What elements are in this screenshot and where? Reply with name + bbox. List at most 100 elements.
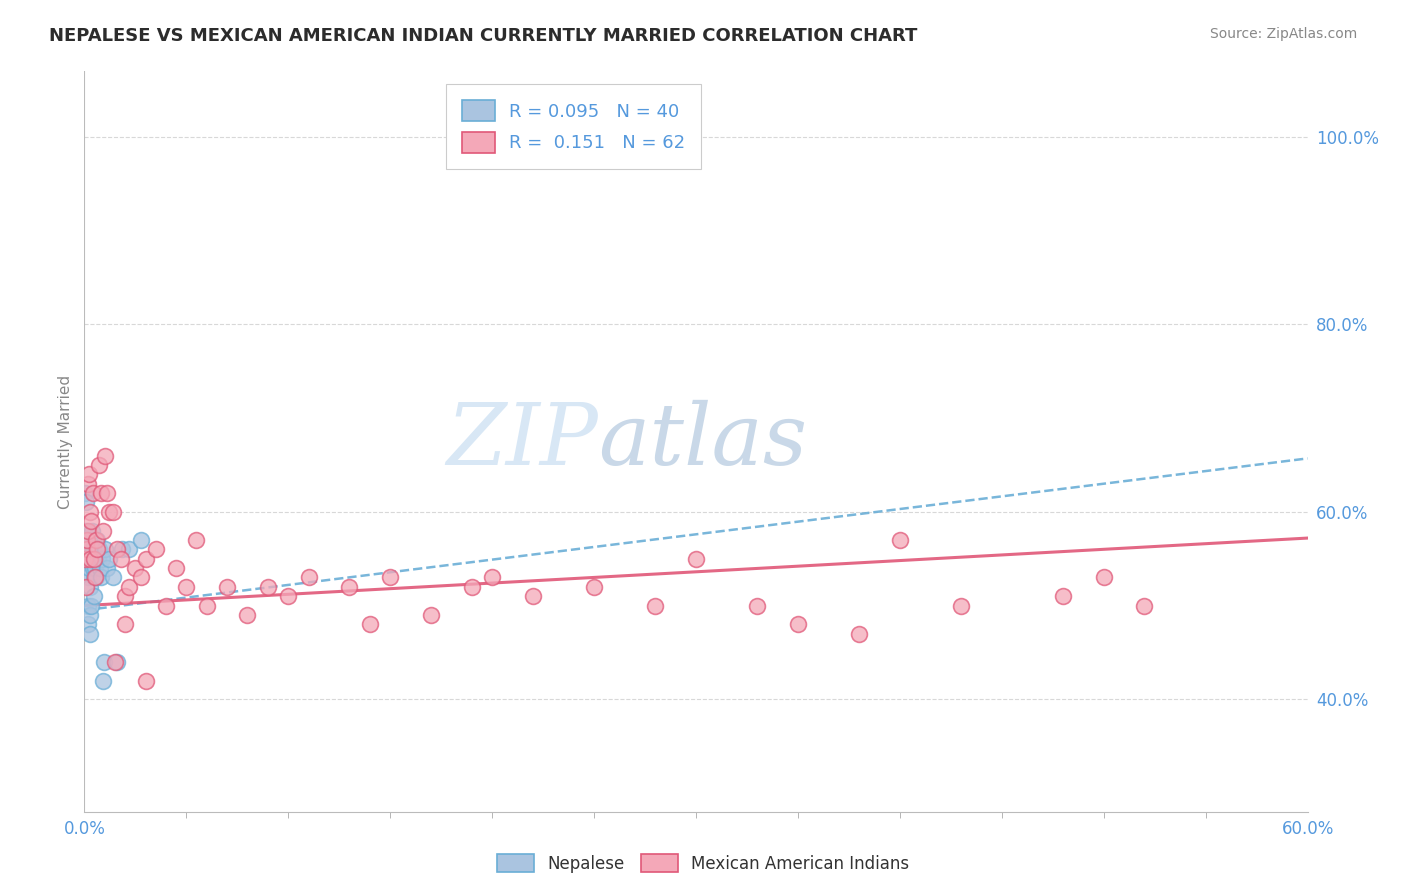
Point [145, 542, 167, 557]
Point [76, 551, 98, 566]
Point [257, 580, 280, 594]
Point [101, 570, 124, 584]
Point [76, 542, 98, 557]
Y-axis label: Currently Married: Currently Married [58, 375, 73, 508]
Point [105, 655, 128, 669]
Point [83, 570, 105, 584]
Point [86, 542, 108, 557]
Point [77, 599, 100, 613]
Point [217, 580, 239, 594]
Point [79, 467, 101, 482]
Point [747, 599, 769, 613]
Point [583, 580, 606, 594]
Point [83, 589, 105, 603]
Text: atlas: atlas [598, 401, 807, 483]
Point [114, 617, 136, 632]
Text: ZIP: ZIP [446, 401, 598, 483]
Point [135, 673, 157, 688]
Point [420, 607, 443, 622]
Point [298, 570, 321, 584]
Point [76, 570, 98, 584]
Point [644, 599, 666, 613]
Point [90, 486, 112, 500]
Point [91, 524, 114, 538]
Point [86, 533, 108, 547]
Point [277, 589, 299, 603]
Point [97, 505, 120, 519]
Point [77, 524, 100, 538]
Point [135, 551, 157, 566]
Point [101, 505, 124, 519]
Point [77, 533, 100, 547]
Point [118, 542, 141, 557]
Point [79, 580, 101, 594]
Point [1052, 589, 1074, 603]
Point [80, 551, 103, 566]
Point [84, 533, 107, 547]
Point [82, 486, 104, 500]
Point [76, 542, 98, 557]
Point [75, 580, 97, 594]
Point [90, 570, 112, 584]
Point [87, 542, 110, 557]
Point [97, 551, 120, 566]
Text: NEPALESE VS MEXICAN AMERICAN INDIAN CURRENTLY MARRIED CORRELATION CHART: NEPALESE VS MEXICAN AMERICAN INDIAN CURR… [49, 27, 918, 45]
Point [90, 551, 112, 566]
Point [124, 561, 146, 575]
Point [848, 626, 870, 640]
Point [461, 580, 484, 594]
Point [91, 673, 114, 688]
Point [77, 617, 100, 632]
Point [87, 458, 110, 472]
Point [685, 551, 707, 566]
Point [131, 570, 153, 584]
Legend: R = 0.095   N = 40, R =  0.151   N = 62: R = 0.095 N = 40, R = 0.151 N = 62 [446, 84, 702, 169]
Point [93, 542, 115, 557]
Point [96, 486, 118, 500]
Point [77, 476, 100, 491]
Point [889, 533, 911, 547]
Point [79, 505, 101, 519]
Point [96, 561, 118, 575]
Point [79, 626, 101, 640]
Point [82, 561, 104, 575]
Legend: Nepalese, Mexican American Indians: Nepalese, Mexican American Indians [491, 847, 915, 880]
Point [82, 542, 104, 557]
Point [84, 542, 107, 557]
Point [174, 580, 197, 594]
Point [79, 551, 101, 566]
Point [186, 533, 208, 547]
Point [1133, 599, 1156, 613]
Point [685, 823, 707, 838]
Point [86, 551, 108, 566]
Point [950, 599, 973, 613]
Point [83, 551, 105, 566]
Point [75, 495, 97, 509]
Point [79, 607, 101, 622]
Point [236, 607, 259, 622]
Point [380, 570, 402, 584]
Point [77, 561, 100, 575]
Point [165, 561, 187, 575]
Point [80, 514, 103, 528]
Point [131, 533, 153, 547]
Point [522, 589, 544, 603]
Point [114, 589, 136, 603]
Point [481, 570, 503, 584]
Point [80, 599, 103, 613]
Point [110, 551, 132, 566]
Point [339, 580, 361, 594]
Point [93, 655, 115, 669]
Point [359, 617, 381, 632]
Point [195, 599, 218, 613]
Point [75, 524, 97, 538]
Point [787, 617, 810, 632]
Point [93, 449, 115, 463]
Point [83, 570, 105, 584]
Point [89, 561, 111, 575]
Point [111, 542, 134, 557]
Point [75, 486, 97, 500]
Point [84, 561, 107, 575]
Point [104, 655, 127, 669]
Point [84, 570, 107, 584]
